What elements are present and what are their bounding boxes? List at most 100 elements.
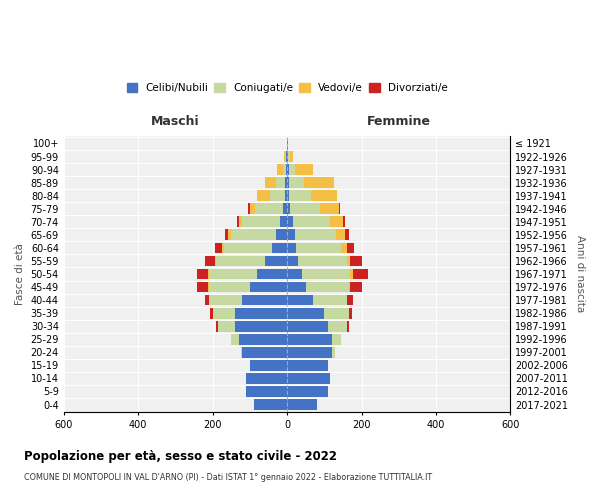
Bar (285, 190, 287, 201)
Bar (250, 282, 287, 292)
Bar (287, 399, 317, 410)
Bar (350, 268, 353, 280)
Bar (242, 216, 280, 227)
Bar (237, 216, 239, 227)
Bar (235, 308, 287, 318)
Bar (287, 282, 306, 292)
Bar (235, 321, 287, 332)
Bar (295, 164, 313, 175)
Bar (209, 268, 257, 280)
Bar (287, 321, 328, 332)
Bar (215, 256, 217, 266)
Bar (287, 334, 332, 344)
Bar (330, 216, 343, 227)
Bar (257, 268, 287, 280)
Bar (197, 268, 208, 280)
Bar (208, 282, 209, 292)
Bar (349, 308, 352, 318)
Legend: Celibi/Nubili, Coniugati/e, Vedovi/e, Divorziati/e: Celibi/Nubili, Coniugati/e, Vedovi/e, Di… (127, 82, 448, 93)
Bar (347, 242, 354, 253)
Bar (290, 204, 320, 214)
Bar (287, 178, 289, 188)
Bar (277, 164, 283, 175)
Text: Maschi: Maschi (151, 116, 200, 128)
Text: Popolazione per età, sesso e stato civile - 2022: Popolazione per età, sesso e stato civil… (24, 450, 337, 463)
Y-axis label: Fasce di età: Fasce di età (15, 243, 25, 305)
Bar (215, 242, 222, 253)
Bar (287, 204, 290, 214)
Bar (332, 347, 335, 358)
Bar (197, 282, 208, 292)
Text: COMUNE DI MONTOPOLI IN VAL D'ARNO (PI) - Dati ISTAT 1° gennaio 2022 - Elaborazio: COMUNE DI MONTOPOLI IN VAL D'ARNO (PI) -… (24, 472, 432, 482)
Bar (209, 295, 242, 306)
Bar (218, 321, 235, 332)
Bar (256, 204, 283, 214)
Bar (332, 334, 341, 344)
Bar (289, 190, 311, 201)
Bar (289, 164, 295, 175)
Bar (276, 230, 287, 240)
Y-axis label: Anni di nascita: Anni di nascita (575, 236, 585, 312)
Bar (217, 321, 218, 332)
Bar (265, 256, 287, 266)
Bar (287, 360, 328, 370)
Bar (276, 178, 285, 188)
Bar (283, 204, 287, 214)
Bar (250, 204, 256, 214)
Bar (246, 386, 287, 397)
Bar (287, 386, 328, 397)
Bar (287, 256, 298, 266)
Bar (229, 230, 231, 240)
Bar (287, 242, 296, 253)
Bar (290, 151, 293, 162)
Bar (347, 295, 353, 306)
Bar (298, 256, 347, 266)
Bar (287, 295, 313, 306)
Bar (257, 190, 271, 201)
Bar (265, 178, 276, 188)
Bar (345, 230, 349, 240)
Bar (350, 256, 362, 266)
Bar (231, 230, 276, 240)
Bar (287, 151, 288, 162)
Bar (210, 308, 212, 318)
Bar (347, 256, 350, 266)
Bar (288, 151, 290, 162)
Bar (325, 308, 349, 318)
Bar (349, 282, 350, 292)
Bar (231, 334, 239, 344)
Bar (289, 178, 304, 188)
Bar (224, 230, 229, 240)
Bar (283, 164, 286, 175)
Bar (343, 216, 345, 227)
Bar (286, 151, 287, 162)
Bar (209, 282, 250, 292)
Bar (212, 308, 235, 318)
Bar (239, 216, 242, 227)
Bar (287, 230, 295, 240)
Bar (271, 190, 285, 201)
Bar (222, 242, 224, 253)
Bar (242, 347, 287, 358)
Bar (293, 216, 330, 227)
Bar (347, 321, 349, 332)
Bar (287, 308, 325, 318)
Bar (350, 282, 362, 292)
Bar (205, 295, 209, 306)
Bar (296, 242, 341, 253)
Text: Femmine: Femmine (367, 116, 431, 128)
Bar (313, 295, 347, 306)
Bar (246, 373, 287, 384)
Bar (250, 360, 287, 370)
Bar (287, 373, 330, 384)
Bar (286, 164, 287, 175)
Bar (287, 216, 293, 227)
Bar (254, 399, 287, 410)
Bar (230, 334, 231, 344)
Bar (295, 230, 335, 240)
Bar (241, 347, 242, 358)
Bar (248, 204, 250, 214)
Bar (320, 204, 338, 214)
Bar (353, 268, 368, 280)
Bar (287, 268, 302, 280)
